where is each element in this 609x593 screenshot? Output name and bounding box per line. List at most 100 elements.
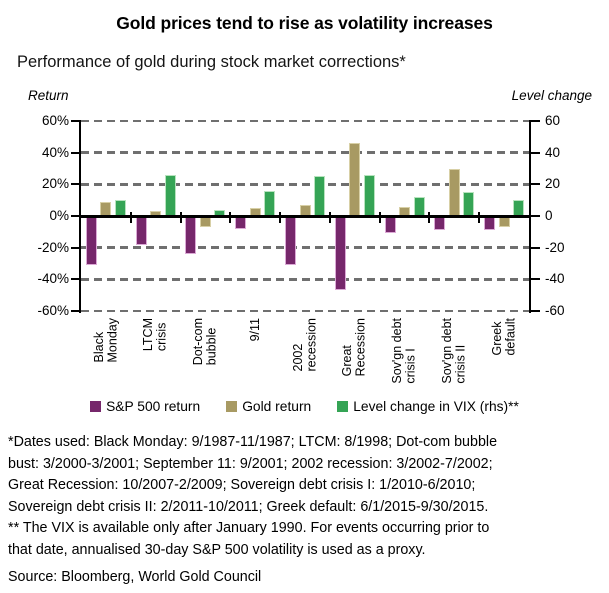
left-axis-title: Return bbox=[28, 88, 69, 103]
category-tick bbox=[129, 212, 132, 223]
left-axis-tick bbox=[71, 310, 80, 312]
category-tick bbox=[378, 212, 381, 223]
right-axis-tick-label: 60 bbox=[545, 113, 561, 128]
legend-label-sp500: S&P 500 return bbox=[106, 399, 201, 414]
left-axis-tick bbox=[71, 151, 80, 154]
right-axis-tick-label: -60 bbox=[545, 303, 565, 318]
vix-swatch-icon bbox=[337, 401, 349, 412]
x-axis-label-wrap: LTCM crisis bbox=[130, 318, 182, 410]
x-axis-label: LTCM crisis bbox=[141, 318, 169, 352]
legend-label-vix: Level change in VIX (rhs)** bbox=[353, 399, 519, 414]
right-axis-tick-label: 0 bbox=[545, 208, 553, 223]
legend-item-sp500: S&P 500 return bbox=[90, 399, 200, 414]
bar-gold-8 bbox=[498, 216, 510, 228]
right-axis-tick bbox=[531, 246, 540, 249]
gold-swatch-icon bbox=[226, 401, 238, 412]
category-tick bbox=[428, 212, 431, 223]
bar-vix-5 bbox=[363, 174, 375, 216]
x-axis-label-wrap: Greek default bbox=[478, 318, 530, 410]
x-axis-label-wrap: 9/11 bbox=[229, 318, 281, 410]
right-axis-title: Level change bbox=[511, 88, 592, 103]
x-axis-label: Great Recession bbox=[340, 318, 368, 377]
left-axis-tick bbox=[71, 120, 80, 122]
category-tick bbox=[229, 212, 232, 223]
category-tick bbox=[279, 212, 282, 223]
x-axis-label-wrap: Black Monday bbox=[80, 318, 132, 410]
bar-sp500-4 bbox=[285, 216, 296, 266]
bar-sp500-8 bbox=[484, 216, 496, 231]
gridline-60 bbox=[81, 119, 529, 123]
left-axis-tick-label: -60% bbox=[37, 303, 69, 318]
chart-title: Gold prices tend to rise as volatility i… bbox=[116, 13, 493, 33]
right-axis-tick bbox=[531, 215, 540, 217]
left-axis-tick bbox=[71, 278, 80, 281]
bar-gold-0 bbox=[100, 201, 112, 216]
bar-gold-2 bbox=[199, 216, 211, 228]
bar-vix-8 bbox=[513, 200, 525, 216]
left-axis-tick-label: 20% bbox=[41, 176, 69, 192]
left-axis-tick-label: 60% bbox=[41, 113, 69, 128]
left-axis-tick-label: -40% bbox=[37, 271, 69, 287]
right-axis-tick bbox=[531, 151, 540, 154]
right-axis-tick bbox=[531, 183, 540, 186]
legend-item-vix: Level change in VIX (rhs)** bbox=[337, 399, 519, 414]
left-axis-tick-label: 0% bbox=[49, 208, 69, 223]
legend: S&P 500 return Gold return Level change … bbox=[0, 399, 609, 414]
gridline-40 bbox=[81, 151, 529, 154]
bar-gold-5 bbox=[349, 143, 361, 216]
x-axis-label-wrap: 2002 recession bbox=[279, 318, 331, 410]
bar-sp500-7 bbox=[434, 216, 446, 231]
category-tick bbox=[328, 212, 331, 223]
bar-vix-3 bbox=[264, 190, 276, 216]
bar-sp500-0 bbox=[85, 216, 97, 266]
bar-sp500-2 bbox=[185, 216, 197, 254]
bar-vix-6 bbox=[413, 197, 425, 216]
bar-sp500-5 bbox=[334, 216, 346, 291]
right-axis-tick-label: -40 bbox=[545, 271, 565, 287]
gridline--60 bbox=[81, 309, 529, 313]
dates-footnote: *Dates used: Black Monday: 9/1987-11/198… bbox=[8, 434, 498, 515]
x-axis-label: Sov'gn debt crisis I bbox=[390, 318, 418, 384]
x-axis-label-wrap: Great Recession bbox=[329, 318, 381, 410]
bar-vix-7 bbox=[463, 192, 475, 216]
category-tick bbox=[478, 212, 481, 223]
legend-item-gold: Gold return bbox=[226, 399, 311, 414]
category-tick bbox=[179, 212, 182, 223]
sp500-swatch-icon bbox=[90, 401, 102, 412]
bar-sp500-3 bbox=[235, 216, 247, 229]
x-axis-label: 2002 recession bbox=[290, 318, 318, 372]
bar-vix-1 bbox=[164, 174, 176, 216]
right-axis-tick-label: -20 bbox=[545, 239, 565, 255]
legend-label-gold: Gold return bbox=[242, 399, 312, 414]
x-axis-label-wrap: Dot-com bubble bbox=[179, 318, 231, 410]
source-line: Source: Bloomberg, World Gold Council bbox=[8, 568, 262, 585]
bar-vix-0 bbox=[114, 200, 126, 216]
x-axis-label: Black Monday bbox=[91, 318, 119, 363]
left-axis-tick-label: -20% bbox=[37, 239, 69, 255]
left-axis-tick-label: 40% bbox=[41, 144, 69, 160]
right-axis-tick bbox=[531, 310, 540, 312]
right-axis-tick bbox=[531, 120, 540, 122]
bar-sp500-1 bbox=[135, 216, 147, 245]
footnotes: *Dates used: Black Monday: 9/1987-11/198… bbox=[8, 432, 605, 588]
x-axis-label-wrap: Sov'gn debt crisis I bbox=[379, 318, 431, 410]
x-axis-label-wrap: Sov'gn debt crisis II bbox=[428, 318, 480, 410]
gridline--20 bbox=[81, 246, 529, 249]
bar-gold-7 bbox=[448, 168, 460, 216]
bar-sp500-6 bbox=[384, 216, 396, 234]
x-axis-label: 9/11 bbox=[247, 318, 262, 342]
left-axis-tick bbox=[71, 215, 80, 217]
left-axis-tick bbox=[71, 183, 80, 186]
gridline--40 bbox=[81, 278, 529, 281]
right-axis-tick-label: 40 bbox=[545, 144, 561, 160]
gridline-20 bbox=[81, 183, 529, 186]
right-axis-tick-label: 20 bbox=[545, 176, 561, 192]
x-axis-label: Sov'gn debt crisis II bbox=[439, 318, 468, 384]
bar-vix-4 bbox=[314, 176, 325, 216]
vix-footnote: ** The VIX is available only after Janua… bbox=[8, 520, 490, 558]
x-axis-label: Dot-com bubble bbox=[191, 318, 219, 366]
x-axis-label: Greek default bbox=[489, 318, 518, 356]
chart-subtitle: Performance of gold during stock market … bbox=[17, 53, 406, 71]
